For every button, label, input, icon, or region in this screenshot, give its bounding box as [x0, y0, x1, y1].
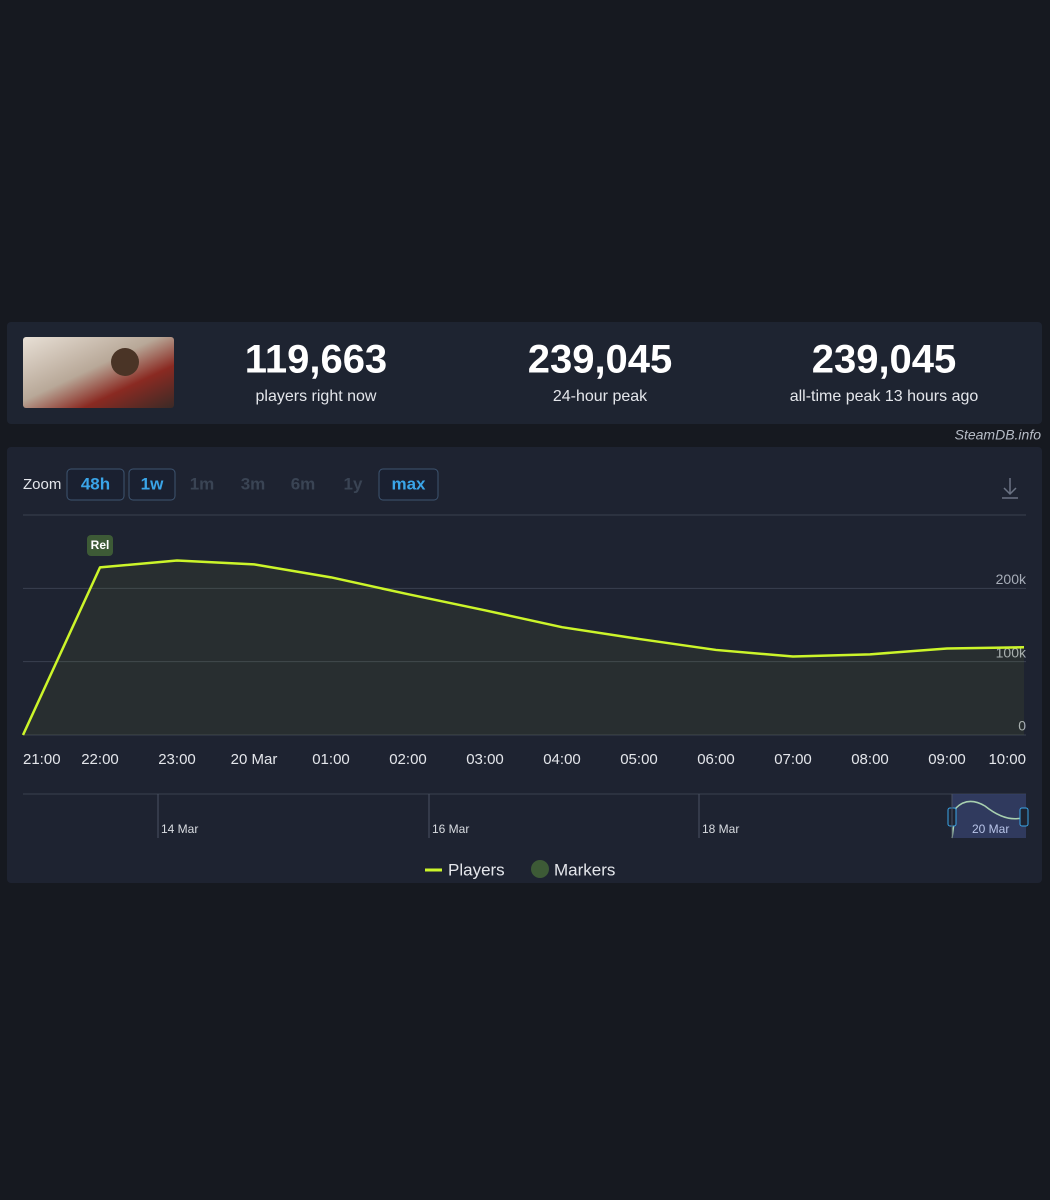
stat-label: 24-hour peak	[553, 388, 648, 405]
legend-label[interactable]: Markers	[554, 860, 615, 879]
y-tick-label: 200k	[996, 571, 1027, 587]
y-tick-label: 0	[1018, 718, 1026, 734]
stat-label: all-time peak 13 hours ago	[790, 388, 979, 405]
zoom-option[interactable]: 6m	[291, 474, 316, 493]
navigator-label: 18 Mar	[702, 822, 739, 836]
download-icon[interactable]	[1002, 478, 1018, 499]
navigator-label: 14 Mar	[161, 822, 198, 836]
zoom-option[interactable]: 1y	[344, 474, 363, 493]
zoom-option[interactable]: 1w	[141, 474, 164, 493]
x-tick-label: 08:00	[851, 751, 889, 768]
zoom-option[interactable]: 48h	[81, 474, 110, 493]
x-tick-label: 20 Mar	[231, 751, 278, 768]
game-image-figure	[111, 348, 139, 376]
zoom-option[interactable]: 1m	[190, 474, 215, 493]
navigator-selection[interactable]	[952, 794, 1026, 838]
x-tick-label: 03:00	[466, 751, 504, 768]
stat-value: 119,663	[245, 338, 387, 382]
zoom-button[interactable]	[128, 468, 176, 501]
legend-label[interactable]: Players	[448, 860, 505, 879]
area	[23, 560, 1024, 735]
zoom-button[interactable]	[378, 468, 439, 501]
stats-panel	[7, 322, 1042, 424]
x-tick-label: 10:00	[988, 751, 1026, 768]
line	[21, 559, 1025, 736]
marker-label: Rel	[91, 538, 110, 552]
x-tick-label: 01:00	[312, 751, 350, 768]
watermark: SteamDB.info	[955, 427, 1042, 443]
x-tick-label: 07:00	[774, 751, 812, 768]
navigator-preview	[951, 800, 1027, 839]
navigator-label: 20 Mar	[972, 822, 1009, 836]
navigator-label: 16 Mar	[432, 822, 469, 836]
x-tick-label: 04:00	[543, 751, 581, 768]
zoom-option[interactable]: 3m	[241, 474, 266, 493]
navigator-handle[interactable]	[1019, 807, 1029, 827]
x-tick-label: 06:00	[697, 751, 735, 768]
x-tick-label: 02:00	[389, 751, 427, 768]
stat-value: 239,045	[528, 338, 673, 382]
stat-label: players right now	[256, 388, 377, 405]
x-tick-label: 23:00	[158, 751, 196, 768]
x-tick-label: 22:00	[81, 751, 119, 768]
chart-panel	[7, 447, 1042, 883]
zoom-label: Zoom	[23, 476, 61, 493]
x-tick-label: 21:00	[23, 751, 61, 768]
navigator: 14 Mar 16 Mar 18 Mar 20 Mar	[23, 793, 1029, 839]
marker-badge[interactable]	[87, 535, 113, 556]
zoom-option[interactable]: max	[391, 474, 426, 493]
game-image[interactable]	[23, 337, 174, 408]
navigator-track	[23, 794, 1026, 838]
x-tick-label: 09:00	[928, 751, 966, 768]
x-tick-label: 05:00	[620, 751, 658, 768]
legend-swatch[interactable]	[531, 860, 549, 878]
stat-value: 239,045	[812, 338, 957, 382]
zoom-button[interactable]	[66, 468, 125, 501]
